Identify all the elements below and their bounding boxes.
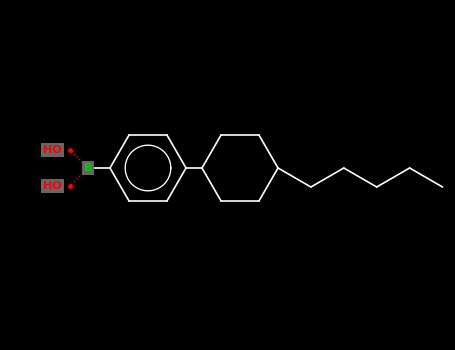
Text: HO: HO xyxy=(43,181,61,191)
Text: HO: HO xyxy=(43,145,61,155)
Text: B: B xyxy=(84,163,92,173)
